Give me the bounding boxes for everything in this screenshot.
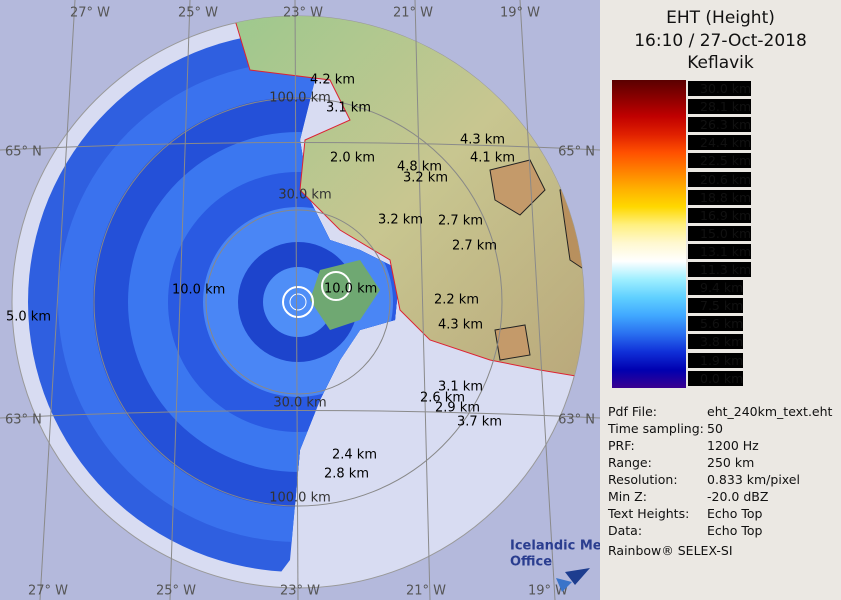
echo-top-label: 2.7 km: [438, 214, 483, 229]
info-key: Resolution:: [608, 472, 678, 487]
lon-label: 25° W: [156, 584, 196, 599]
echo-top-label: 10.0 km: [324, 282, 377, 297]
time: 16:10 / 27-Oct-2018: [634, 31, 807, 51]
legend-label: 15.0 km: [688, 225, 752, 241]
legend-label: 30.0 km: [688, 81, 752, 96]
legend-label: 22.5 km: [688, 153, 752, 169]
color-scale: [612, 80, 686, 388]
info-value: 250 km: [707, 455, 755, 470]
lon-label: 23° W: [283, 6, 323, 21]
echo-top-label: 4.1 km: [470, 151, 515, 166]
lat-label: 65° N: [558, 145, 595, 160]
info-value: -20.0 dBZ: [707, 489, 769, 504]
range-label: 100.0 km: [269, 91, 331, 106]
lon-label: 19° W: [528, 584, 568, 599]
lat-label: 63° N: [5, 413, 42, 428]
lon-label: 25° W: [178, 6, 218, 21]
legend-label: 5.6 km: [688, 316, 744, 332]
echo-top-label: 3.7 km: [457, 415, 502, 430]
title: EHT (Height): [666, 8, 775, 28]
lon-label: 27° W: [28, 584, 68, 599]
legend-label: 16.9 km: [688, 207, 752, 223]
legend-label: 18.8 km: [688, 189, 752, 205]
echo-top-label: 2.9 km: [435, 401, 480, 416]
legend-label: 0.0 km: [688, 370, 744, 386]
range-label: 100.0 km: [269, 491, 331, 506]
info-key: Time sampling:: [608, 421, 704, 436]
graticule: [0, 0, 600, 600]
legend-label: 11.3 km: [688, 262, 752, 277]
lon-label: 27° W: [70, 6, 110, 21]
info-key: Data:: [608, 523, 643, 538]
legend-label: 9.4 km: [688, 280, 744, 296]
info-value: 1200 Hz: [707, 438, 759, 453]
legend-label: 24.4 km: [688, 135, 752, 151]
echo-top-label: 2.0 km: [330, 151, 375, 166]
echo-top-label: 2.2 km: [434, 293, 479, 308]
info-key: PRF:: [608, 438, 635, 453]
logo-line: Office: [510, 555, 552, 570]
site: Keflavik: [687, 53, 754, 73]
legend-label: 7.5 km: [688, 298, 744, 314]
range-label: 30.0 km: [273, 396, 326, 411]
legend-label: 3.8 km: [688, 334, 744, 350]
legend-label: 1.9 km: [688, 352, 744, 368]
echo-top-label: 2.6 km: [420, 391, 465, 406]
info-value: 50: [707, 421, 723, 436]
info-key: Range:: [608, 455, 652, 470]
legend-label: 13.1 km: [688, 243, 752, 259]
echo-top-label: 2.4 km: [332, 448, 377, 463]
info-key: Pdf File:: [608, 404, 657, 419]
echo-top-label: 4.3 km: [460, 133, 505, 148]
legend-label: 28.1 km: [688, 99, 752, 115]
range-label: 30.0 km: [278, 188, 331, 203]
info-key: Text Heights:: [608, 506, 690, 521]
echo-top-label: 2.7 km: [452, 239, 497, 254]
echo-top-label: 3.2 km: [403, 171, 448, 186]
lon-label: 23° W: [280, 584, 320, 599]
lat-label: 63° N: [558, 413, 595, 428]
lon-label: 19° W: [500, 6, 540, 21]
info-value: eht_240km_text.eht: [707, 404, 833, 419]
echo-top-label: 3.2 km: [378, 213, 423, 228]
echo-top-label: 4.2 km: [310, 73, 355, 88]
echo-top-label: 3.1 km: [326, 101, 371, 116]
lon-label: 21° W: [393, 6, 433, 21]
info-value: Echo Top: [707, 523, 763, 538]
info-value: Echo Top: [707, 506, 763, 521]
footer: Rainbow® SELEX-SI: [608, 543, 733, 558]
logo-line: Icelandic Met: [510, 539, 600, 554]
logo: Icelandic Met Office: [510, 539, 600, 592]
info-key: Min Z:: [608, 489, 647, 504]
echo-top-label: 5.0 km: [6, 310, 51, 325]
echo-top-label: 4.3 km: [438, 318, 483, 333]
legend-label: 26.3 km: [688, 117, 752, 133]
side-panel: EHT (Height) 16:10 / 27-Oct-2018 Keflavi…: [600, 0, 841, 600]
echo-top-label: 10.0 km: [172, 283, 225, 298]
echo-top-label: 3.1 km: [438, 380, 483, 395]
lat-label: 65° N: [5, 145, 42, 160]
echo-top-label: 2.8 km: [324, 467, 369, 482]
legend-label: 20.6 km: [688, 171, 752, 187]
radar-map: 27° W 25° W 23° W 21° W 19° W 27° W 25° W 23° W…: [0, 0, 600, 600]
lon-label: 21° W: [406, 584, 446, 599]
echo-top-label: 4.8 km: [397, 160, 442, 175]
info-value: 0.833 km/pixel: [707, 472, 800, 487]
